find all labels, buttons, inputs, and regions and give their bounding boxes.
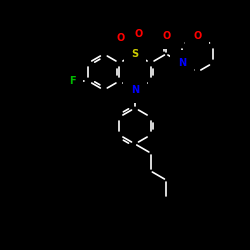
Text: S: S (132, 49, 138, 59)
Text: F: F (69, 76, 75, 86)
Text: O: O (193, 31, 202, 41)
Text: O: O (162, 31, 170, 41)
Text: N: N (131, 85, 139, 95)
Text: O: O (135, 29, 143, 39)
Text: N: N (178, 58, 186, 68)
Text: O: O (117, 33, 125, 43)
